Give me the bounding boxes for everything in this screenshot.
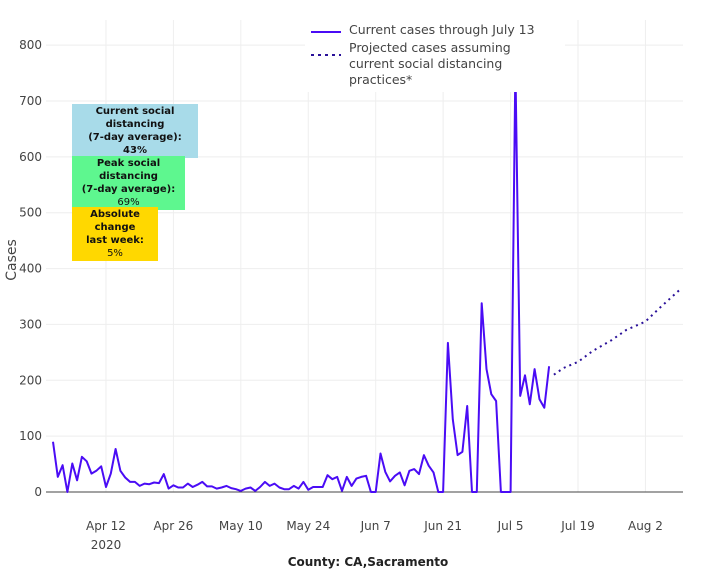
x-tick-label: Aug 2 xyxy=(628,519,663,533)
annotation-peak-distancing: Peak social distancing (7-day average): … xyxy=(72,156,185,210)
x-tick-label: Jul 19 xyxy=(560,519,595,533)
legend-item-current[interactable]: Current cases through July 13 xyxy=(311,22,559,38)
annotation-value: 69% xyxy=(117,197,140,208)
x-tick-label: May 10 xyxy=(219,519,263,533)
annotation-value: 43% xyxy=(123,145,147,156)
annotation-value: 5% xyxy=(107,248,123,259)
annotation-line: Absolute change xyxy=(90,209,140,233)
annotation-line: (7-day average): xyxy=(81,184,176,195)
y-tick-label: 400 xyxy=(19,262,42,276)
annotation-line: (7-day average): xyxy=(88,132,182,143)
series-line-current xyxy=(52,63,551,493)
x-tick-sublabel: 2020 xyxy=(91,538,122,552)
y-axis: 0 100 200 300 400 500 600 700 800 xyxy=(19,38,42,499)
y-tick-label: 500 xyxy=(19,206,42,220)
x-tick-label: May 24 xyxy=(286,519,330,533)
dotted-line-icon xyxy=(311,54,341,56)
solid-line-icon xyxy=(311,31,341,33)
y-tick-label: 200 xyxy=(19,373,42,387)
series-line-projected xyxy=(553,287,683,376)
y-tick-label: 800 xyxy=(19,38,42,52)
y-tick-label: 700 xyxy=(19,94,42,108)
y-tick-label: 600 xyxy=(19,150,42,164)
annotation-line: last week: xyxy=(86,235,144,246)
y-tick-label: 100 xyxy=(19,429,42,443)
legend-item-projected[interactable]: Projected cases assuming current social … xyxy=(311,40,559,88)
y-axis-title: Cases xyxy=(4,239,20,281)
x-tick-label: Jun 21 xyxy=(423,519,462,533)
x-tick-label: Jun 7 xyxy=(360,519,391,533)
series xyxy=(52,63,683,493)
legend-label: Current cases through July 13 xyxy=(349,22,535,37)
annotation-line: Current social distancing xyxy=(95,106,175,130)
x-axis-title: County: CA,Sacramento xyxy=(288,555,449,569)
y-tick-label: 300 xyxy=(19,317,42,331)
legend-label: Projected cases assuming current social … xyxy=(349,40,511,87)
x-tick-label: Jul 5 xyxy=(497,519,524,533)
x-tick-label: Apr 26 xyxy=(153,519,193,533)
annotation-absolute-change: Absolute change last week: 5% xyxy=(72,207,158,261)
annotation-line: Peak social distancing xyxy=(96,158,161,182)
annotation-current-distancing: Current social distancing (7-day average… xyxy=(72,104,198,158)
legend: Current cases through July 13 Projected … xyxy=(305,18,565,92)
x-axis: Apr 12 2020 Apr 26 May 10 May 24 Jun 7 Jun 21 J… xyxy=(86,519,663,552)
y-tick-label: 0 xyxy=(34,485,42,499)
x-tick-label: Apr 12 xyxy=(86,519,126,533)
